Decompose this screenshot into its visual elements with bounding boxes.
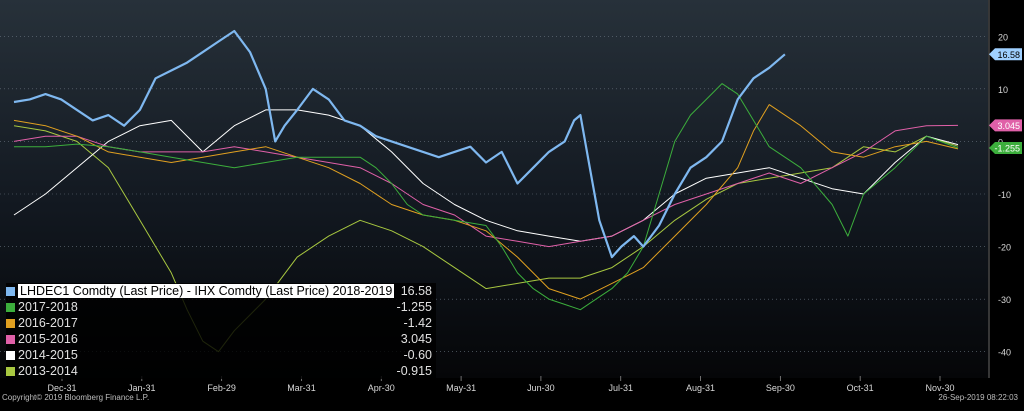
legend-swatch [6, 302, 15, 312]
value-tag-label: -1.255 [994, 144, 1020, 154]
legend-entry: 2016-2017 -1.42 [6, 315, 436, 331]
legend-value: -1.42 [403, 316, 433, 330]
legend-label: 2017-2018 [18, 300, 78, 314]
series-line [13, 124, 959, 248]
x-tick-label: May-31 [446, 383, 476, 393]
y-tick-label: 10 [998, 85, 1008, 95]
legend-swatch [6, 286, 15, 296]
legend-swatch [6, 318, 15, 328]
timestamp-text: 26-Sep-2019 08:22:03 [938, 393, 1018, 402]
x-tick-label: Oct-31 [847, 383, 874, 393]
legend-value: 16.58 [400, 284, 432, 298]
legend-label: 2015-2016 [18, 332, 78, 346]
y-tick-label: -30 [998, 295, 1011, 305]
series-line [14, 83, 959, 311]
y-tick-label: -40 [998, 348, 1011, 358]
series-line [13, 109, 959, 242]
x-tick-label: Mar-31 [287, 383, 316, 393]
legend-entry: 2013-2014 -0.915 [6, 363, 436, 379]
x-tick-label: Jul-31 [608, 383, 633, 393]
value-tag [989, 142, 1022, 155]
value-tag-label: 16.58 [997, 50, 1020, 60]
legend-value: -1.255 [396, 300, 432, 314]
x-tick-label: Apr-30 [368, 383, 395, 393]
legend-value: -0.60 [403, 348, 433, 362]
series-line [13, 29, 786, 259]
x-tick-label: Nov-30 [925, 383, 954, 393]
legend: LHDEC1 Comdty (Last Price) - IHX Comdty … [6, 283, 436, 379]
legend-label: 2016-2017 [18, 316, 78, 330]
x-axis: Dec-31 Jan-31 Feb-29 Mar-31 Apr-30 May-31 Jun-… [47, 376, 955, 393]
legend-entry: 2015-2016 3.045 [6, 331, 436, 347]
x-tick-label: Sep-30 [766, 383, 795, 393]
last-value-tags: 16.58 3.045 -1.255 [989, 48, 1022, 155]
value-tag [989, 48, 1022, 61]
legend-entry: 2017-2018 -1.255 [6, 299, 436, 315]
legend-swatch [6, 350, 15, 360]
legend-entry: LHDEC1 Comdty (Last Price) - IHX Comdty … [6, 283, 436, 299]
y-tick-label: -10 [998, 190, 1011, 200]
copyright-text: Copyright© 2019 Bloomberg Finance L.P. [2, 393, 150, 402]
y-tick-label: 20 [998, 32, 1008, 42]
series-line [13, 104, 959, 300]
legend-value: -0.915 [396, 364, 432, 378]
x-tick-label: Feb-29 [207, 383, 236, 393]
legend-label: 2014-2015 [18, 348, 78, 362]
legend-label: 2013-2014 [18, 364, 78, 378]
y-tick-label: -20 [998, 243, 1011, 253]
x-tick-label: Jan-31 [128, 383, 156, 393]
x-tick-label: Dec-31 [47, 383, 76, 393]
value-tag [989, 119, 1022, 132]
legend-swatch [6, 334, 15, 344]
x-tick-label: Jun-30 [527, 383, 555, 393]
x-tick-label: Aug-31 [686, 383, 715, 393]
legend-label: LHDEC1 Comdty (Last Price) - IHX Comdty … [18, 284, 395, 298]
legend-value: 3.045 [400, 332, 432, 346]
legend-entry: 2014-2015 -0.60 [6, 347, 436, 363]
value-tag-label: 3.045 [997, 121, 1020, 131]
legend-swatch [6, 366, 15, 376]
